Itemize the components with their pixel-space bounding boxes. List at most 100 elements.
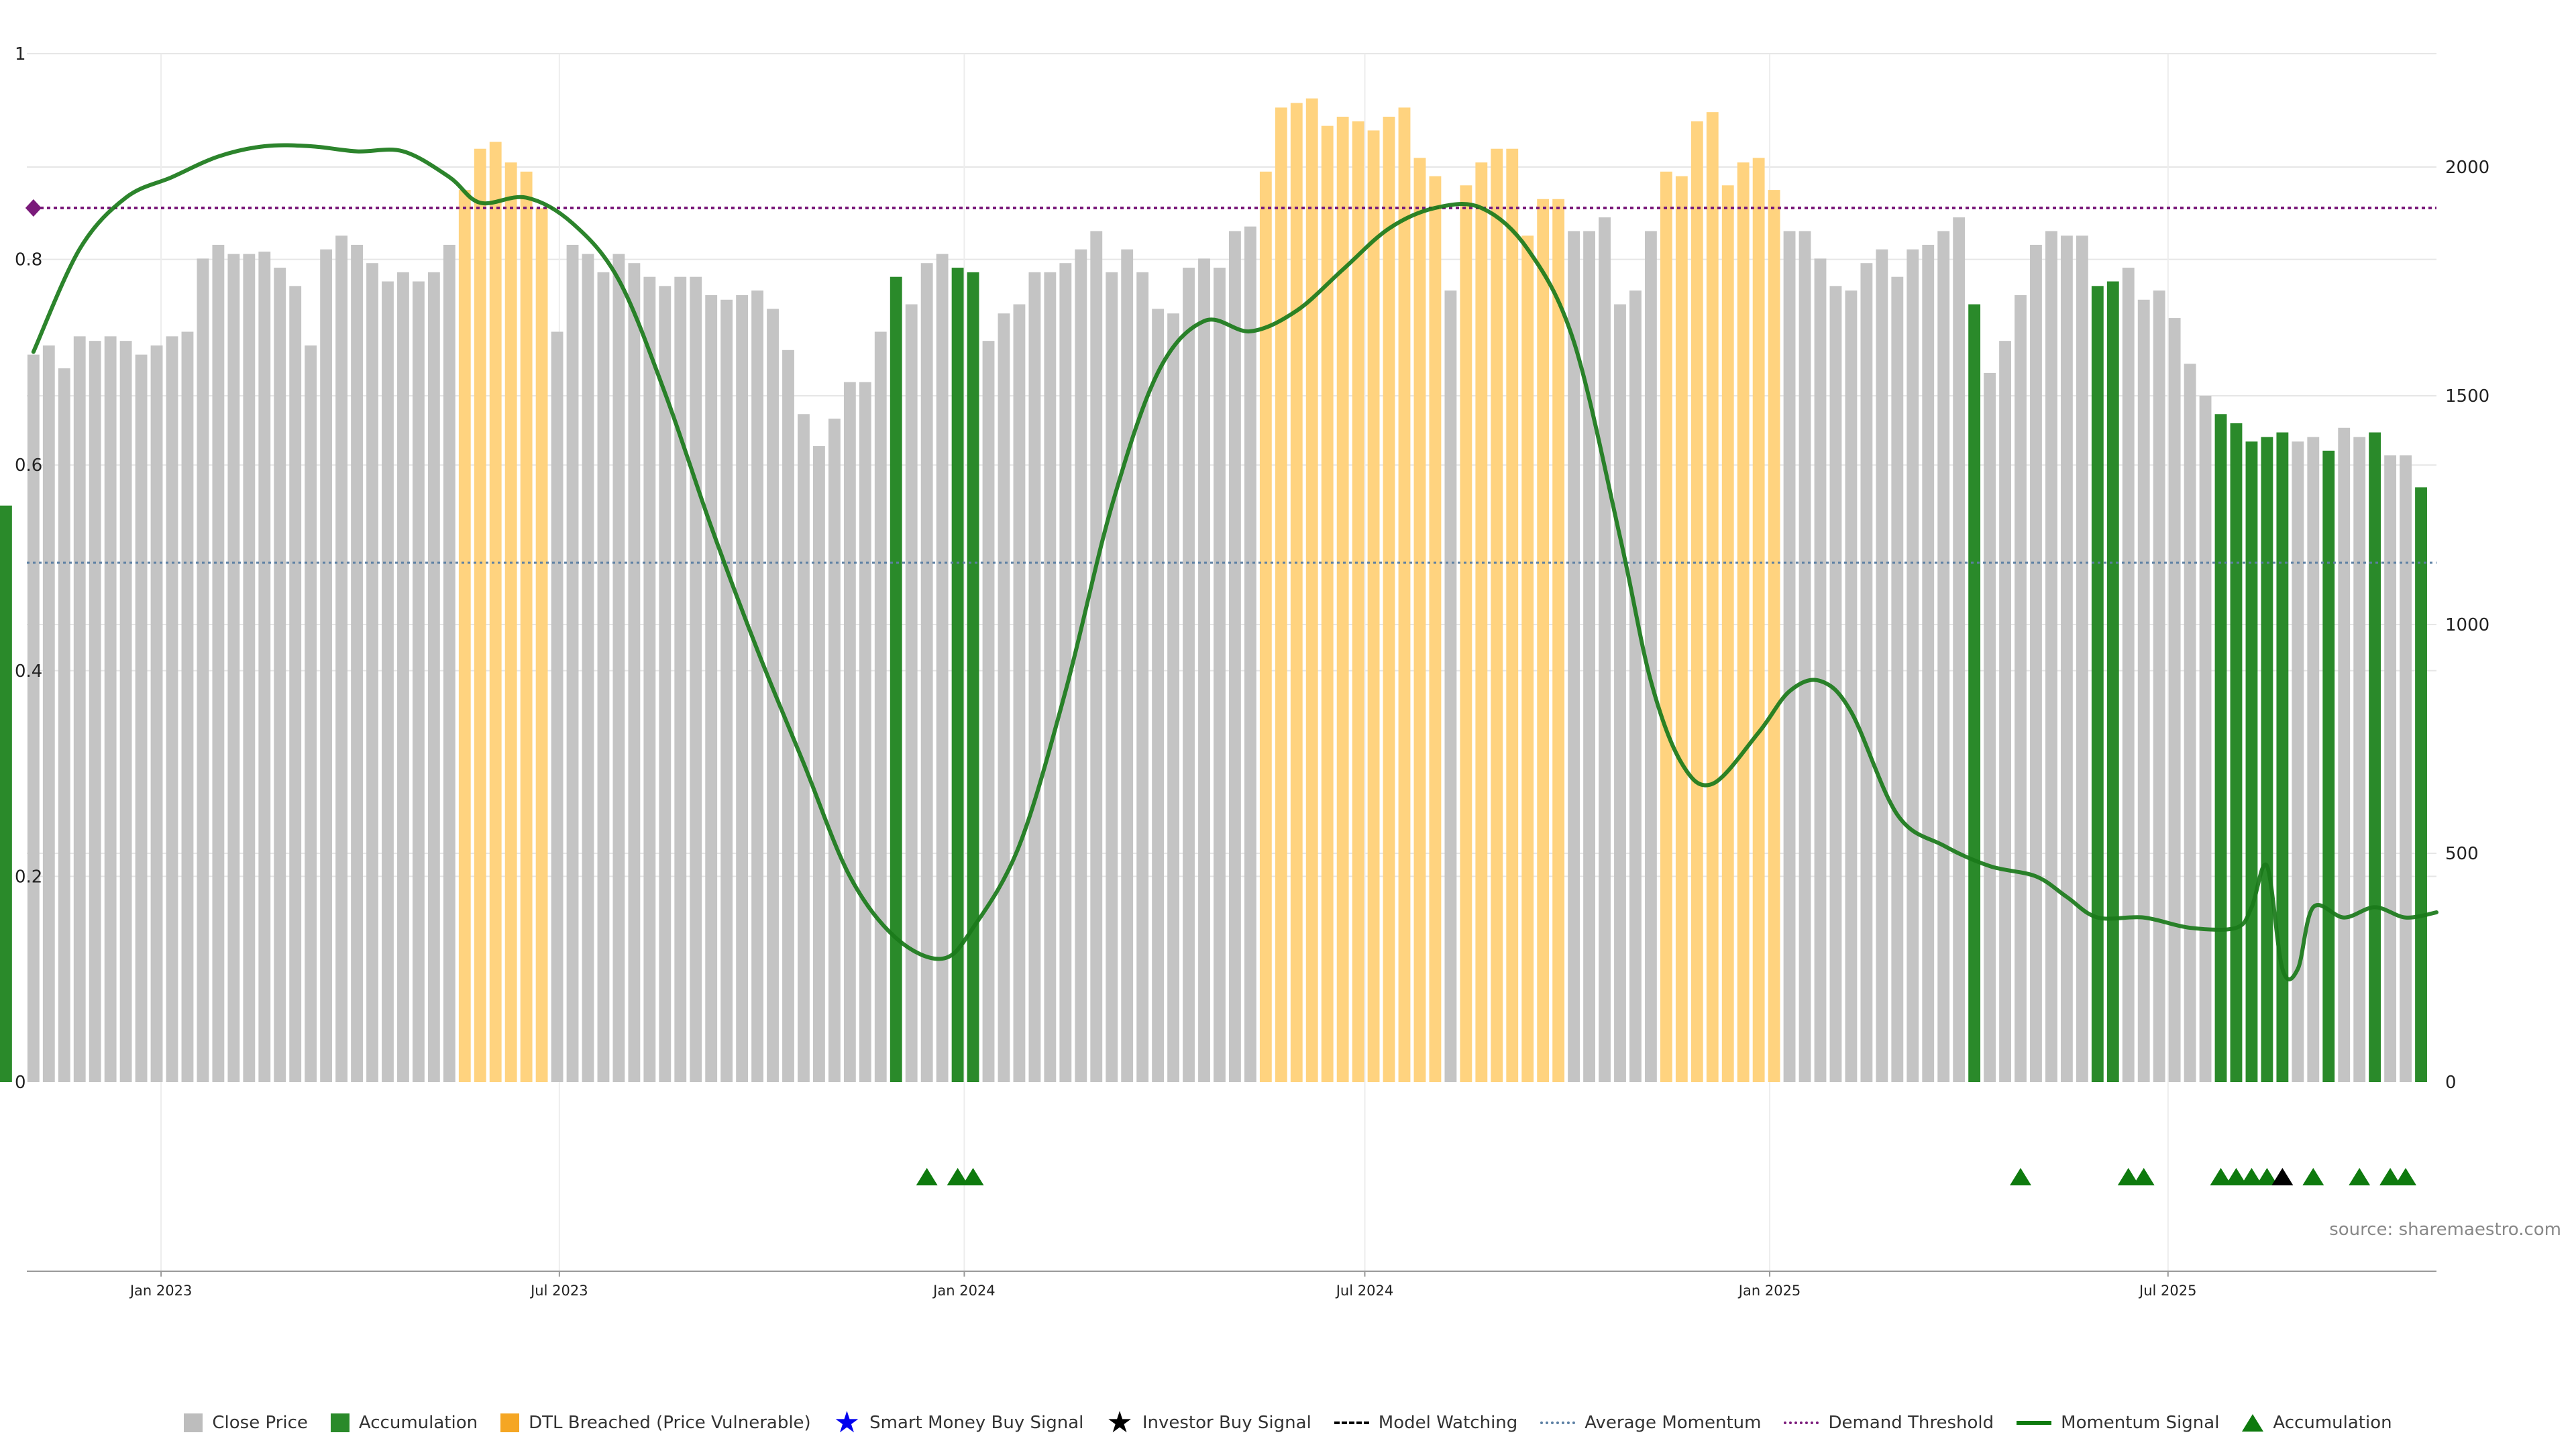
- bar: [659, 286, 672, 1082]
- bar: [1475, 162, 1488, 1083]
- momentum-signal: [31, 143, 2438, 981]
- bar: [1352, 121, 1364, 1082]
- legend-label: Accumulation: [358, 1413, 478, 1433]
- legend-item: Accumulation: [330, 1413, 478, 1433]
- bar: [1690, 121, 1703, 1082]
- bar: [1675, 176, 1688, 1082]
- bar: [890, 276, 902, 1083]
- bar: [597, 272, 610, 1082]
- accumulation-triangle: [947, 1168, 969, 1185]
- legend-label: Model Watching: [1378, 1413, 1518, 1433]
- bar: [643, 276, 656, 1083]
- legend-triangle-icon: [2242, 1414, 2264, 1432]
- bar: [2245, 441, 2258, 1082]
- bar: [582, 254, 594, 1083]
- bar: [2137, 299, 2150, 1082]
- bar: [1706, 112, 1719, 1082]
- legend-label: Demand Threshold: [1828, 1413, 1994, 1433]
- left-tick-label: 1: [15, 44, 26, 64]
- bar: [828, 419, 841, 1082]
- bar: [2199, 396, 2212, 1082]
- bar: [166, 336, 178, 1083]
- bar: [566, 244, 579, 1083]
- accumulation-triangle: [2210, 1168, 2232, 1185]
- right-tick-label: 0: [2445, 1073, 2457, 1093]
- bar: [1259, 171, 1272, 1082]
- bar: [1383, 116, 1395, 1083]
- bar: [1413, 158, 1426, 1083]
- bar: [1491, 148, 1503, 1083]
- bar: [1907, 249, 1919, 1082]
- bar: [1290, 103, 1303, 1082]
- bar: [42, 345, 55, 1082]
- right-tick-label: 1500: [2445, 386, 2489, 407]
- bar: [2322, 450, 2335, 1082]
- bar: [1953, 217, 1966, 1082]
- bar: [197, 258, 209, 1082]
- bar: [335, 235, 348, 1082]
- bar: [1768, 190, 1780, 1083]
- bar: [1136, 272, 1149, 1082]
- accumulation-triangle: [2241, 1168, 2263, 1185]
- bar: [2400, 455, 2412, 1082]
- bar: [1860, 263, 1873, 1083]
- bar: [1152, 309, 1165, 1082]
- bar: [767, 309, 779, 1082]
- legend-item: Model Watching: [1334, 1413, 1517, 1433]
- bar: [119, 341, 132, 1082]
- bar: [89, 341, 101, 1082]
- bar: [2060, 235, 2073, 1082]
- bar: [305, 345, 317, 1082]
- bar: [2184, 364, 2196, 1082]
- legend-line-icon: [1334, 1421, 1369, 1424]
- legend-square-icon: [500, 1413, 520, 1432]
- legend-item: ★ Investor Buy Signal: [1106, 1408, 1311, 1438]
- bar: [1614, 304, 1626, 1083]
- bar: [1583, 231, 1595, 1083]
- bar: [1629, 290, 1642, 1082]
- left-tick-label: 0.4: [15, 661, 42, 682]
- legend: Close Price Accumulation DTL Breached (Pri…: [0, 1405, 2576, 1440]
- accumulation-triangle: [2349, 1168, 2371, 1185]
- legend-label: Investor Buy Signal: [1142, 1413, 1311, 1433]
- legend-item: Momentum Signal: [2017, 1413, 2219, 1433]
- legend-square-icon: [330, 1413, 350, 1432]
- bar: [2276, 432, 2289, 1082]
- bar: [1336, 116, 1349, 1083]
- bar: [73, 336, 86, 1083]
- bar: [2214, 414, 2227, 1082]
- legend-item: ★ Smart Money Buy Signal: [833, 1405, 1084, 1440]
- bar: [1829, 286, 1842, 1082]
- x-tick-label: Jul 2025: [2138, 1283, 2196, 1299]
- bar: [135, 354, 148, 1082]
- bar: [1937, 231, 1950, 1083]
- bar: [504, 162, 517, 1083]
- legend-star-icon: ★: [833, 1405, 861, 1440]
- left-tick-label: 0.2: [15, 867, 42, 887]
- bar: [1044, 272, 1057, 1082]
- left-tick-label: 0.8: [15, 250, 42, 270]
- bar: [1721, 185, 1734, 1082]
- bar: [1183, 268, 1195, 1082]
- accumulation-triangle: [962, 1168, 984, 1185]
- bar: [951, 268, 964, 1082]
- bar: [551, 331, 564, 1082]
- bar: [1506, 148, 1519, 1083]
- x-tick-label: Jan 2024: [932, 1283, 996, 1299]
- legend-item: DTL Breached (Price Vulnerable): [500, 1413, 811, 1433]
- bar: [1752, 158, 1765, 1083]
- signal-markers: [916, 1168, 2417, 1185]
- bar: [982, 341, 995, 1082]
- x-tick-label: Jul 2023: [529, 1283, 588, 1299]
- right-tick-label: 2000: [2445, 158, 2489, 178]
- x-tick-label: Jan 2025: [1737, 1283, 1801, 1299]
- bar: [274, 268, 286, 1082]
- bar: [27, 354, 40, 1082]
- bar: [2384, 455, 2397, 1082]
- bar: [1999, 341, 2011, 1082]
- bar: [690, 276, 702, 1083]
- legend-item: Accumulation: [2242, 1413, 2392, 1433]
- accumulation-triangle: [2010, 1168, 2032, 1185]
- bar: [1090, 231, 1103, 1083]
